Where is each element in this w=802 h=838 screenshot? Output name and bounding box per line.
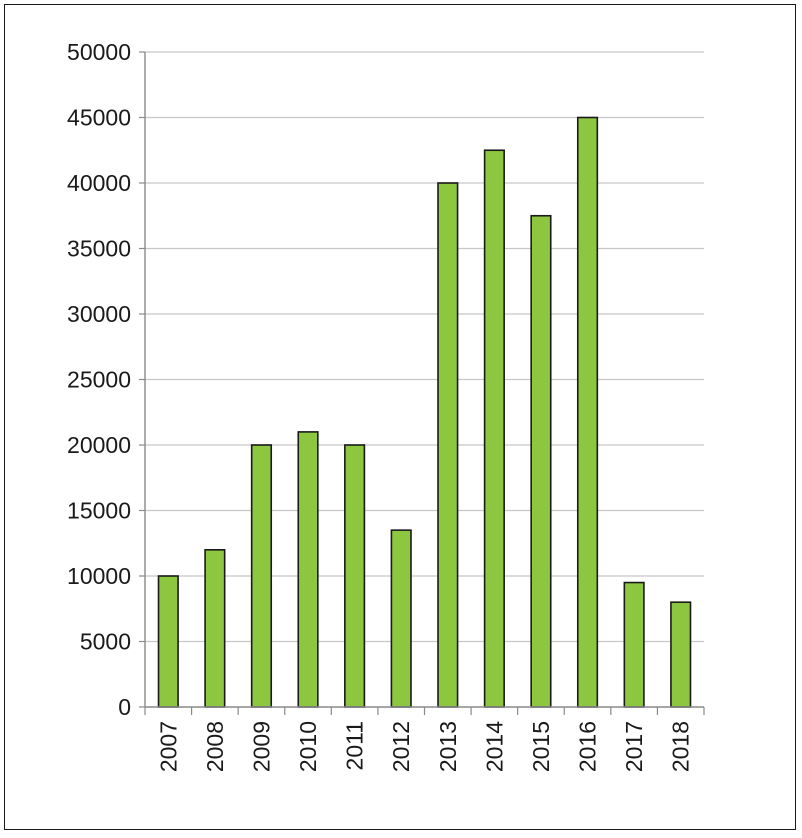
x-tick-label: 2010 (295, 721, 321, 772)
bar-2010 (297, 431, 319, 708)
y-tick-label: 40000 (67, 170, 131, 196)
x-tick-label: 2018 (668, 721, 694, 772)
bar-2016 (576, 116, 599, 708)
bar-2007 (157, 575, 179, 708)
bar-2009 (250, 444, 273, 708)
x-tick-label: 2015 (528, 721, 554, 772)
bar-2013 (437, 182, 459, 708)
x-tick-label: 2011 (342, 721, 368, 770)
y-tick-label: 25000 (67, 367, 131, 393)
bar-2008 (204, 548, 226, 708)
y-tick-label: 35000 (67, 236, 131, 262)
bars (157, 116, 692, 708)
bar-2015 (530, 214, 552, 708)
bar-2011 (344, 444, 366, 708)
y-tick-label: 0 (118, 694, 131, 720)
y-tick-label: 5000 (80, 629, 131, 655)
x-tick-label: 2008 (202, 721, 228, 772)
y-tick-label: 45000 (67, 105, 131, 131)
bar-2017 (623, 581, 645, 708)
x-tick-labels: 2007 2008 2009 2010 2011 2012 2013 2014 2015 2016… (155, 721, 693, 772)
bar-2014 (483, 149, 505, 708)
x-tick-label: 2013 (435, 721, 461, 772)
y-tick-label: 50000 (67, 39, 131, 65)
y-tick-label: 30000 (67, 301, 131, 327)
axes (139, 51, 705, 715)
bar-2012 (390, 529, 412, 708)
x-tick-label: 2012 (388, 721, 414, 772)
y-tick-label: 15000 (67, 498, 131, 524)
y-tick-labels: 0 5000 10000 15000 20000 25000 30000 35000 40000… (67, 39, 131, 720)
x-tick-label: 2014 (481, 721, 507, 772)
y-tick-label: 20000 (67, 432, 131, 458)
gridlines (145, 51, 704, 643)
x-tick-label: 2016 (575, 721, 601, 772)
y-tick-label: 10000 (67, 563, 131, 589)
x-tick-label: 2017 (621, 721, 647, 772)
x-tick-label: 2007 (155, 721, 181, 772)
x-tick-label: 2009 (248, 721, 274, 772)
bar-2018 (670, 601, 692, 708)
